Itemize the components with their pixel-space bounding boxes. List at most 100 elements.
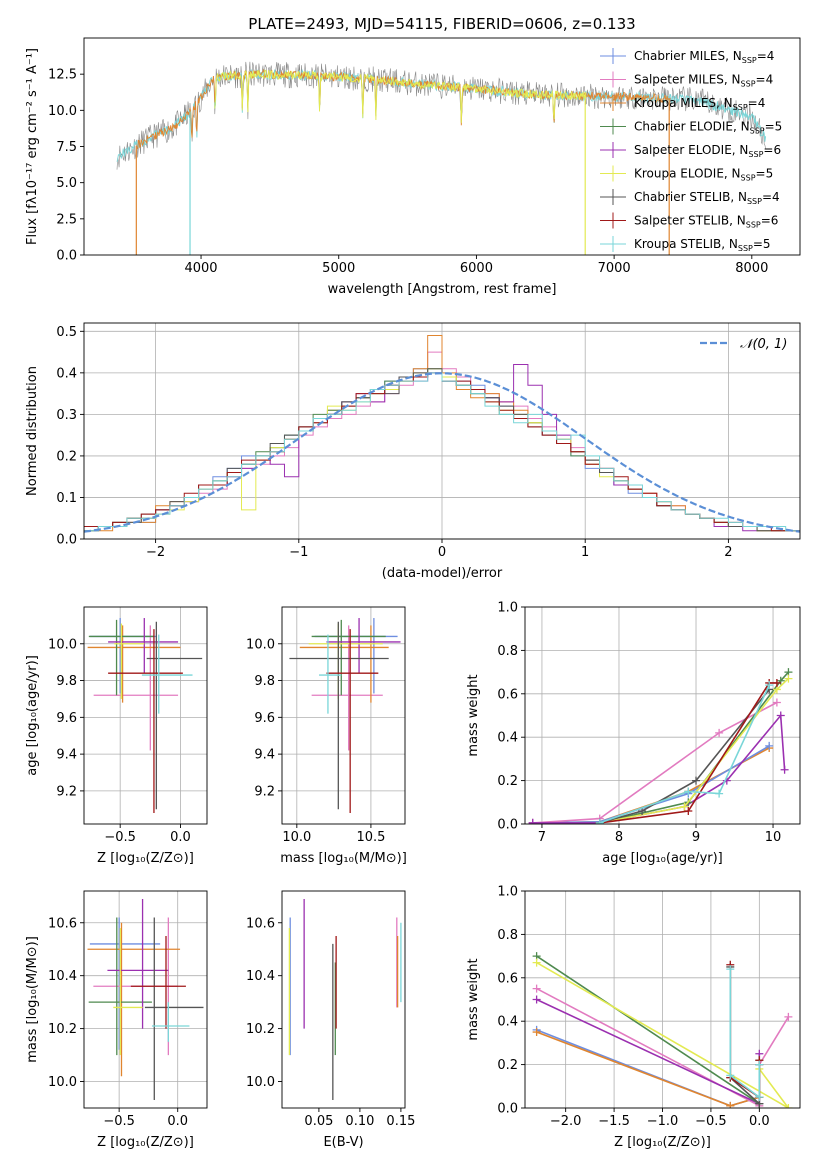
weight_vs_Z-point-marker [726, 1101, 735, 1108]
weight_vs_Z-point-marker [755, 1060, 764, 1069]
weight_vs_Z-ytick-label: 0.8 [497, 928, 518, 943]
spectrum-legend-label: Salpeter MILES, NSSP=4 [634, 73, 773, 89]
age_vs_Z-ytick-label: 9.2 [56, 784, 77, 799]
mass_vs_EBV-ytick-label: 10.0 [246, 1075, 275, 1090]
age_vs_Z-ylabel: age [log₁₀(age/yr)] [25, 655, 40, 776]
histogram-ytick-label: 0.1 [56, 491, 77, 506]
legend-tspan-tail: =5 [753, 237, 771, 251]
weight_vs_Z-ytick-label: 1.0 [497, 885, 518, 900]
weight_vs_age-point-marker [765, 741, 774, 750]
weight_vs_Z-ytick-label: 0.4 [497, 1015, 518, 1030]
weight_vs_age-xtick-label: 7 [538, 830, 546, 845]
histogram-ytick-label: 0.0 [56, 533, 77, 548]
weight_vs_Z-xtick-label: −1.5 [598, 1114, 630, 1129]
spectrum-legend-label: Chabrier ELODIE, NSSP=5 [634, 120, 782, 136]
legend-tspan-sub: SSP [741, 174, 756, 183]
weight_vs_age-point-marker [772, 698, 781, 707]
mass_vs_EBV-ytick-label: 10.6 [246, 916, 275, 931]
weight_vs_Z-point-marker [532, 995, 541, 1004]
spectrum-series-line [116, 68, 767, 162]
age_vs_Z-ytick-label: 9.8 [56, 674, 77, 689]
spectrum-legend-label: Chabrier STELIB, NSSP=4 [634, 190, 780, 206]
spectrum-legend-label: Kroupa ELODIE, NSSP=5 [634, 167, 773, 183]
mass_vs_Z-ylabel: mass [log₁₀(M/M⊙)] [25, 936, 40, 1063]
histogram-xtick-label: −2 [146, 545, 165, 560]
spectrum-legend-label: Salpeter STELIB, NSSP=6 [634, 214, 778, 230]
legend-tspan: Salpeter MILES, N [634, 73, 741, 87]
spectrum-legend-label: Kroupa STELIB, NSSP=5 [634, 237, 771, 253]
mass_vs_EBV-plot [288, 898, 402, 1101]
age_vs_mass-frame: 10.0 10.5 9.2 9.4 9.6 9.8 10.0 mass [log₁₀(M/M⊙… [246, 606, 407, 866]
spectrum-xtick-label: 8000 [735, 261, 768, 276]
weight_vs_Z-series-line [536, 955, 761, 1106]
histogram-xtick-label: −1 [289, 545, 308, 560]
weight_vs_age-series-line [532, 713, 786, 824]
weight_vs_age-point-marker [528, 818, 537, 824]
histogram-ytick-label: 0.2 [56, 449, 77, 464]
legend-tspan-tail: =4 [756, 73, 774, 87]
legend-tspan-tail: =4 [762, 190, 780, 204]
weight_vs_Z-series-line [536, 1029, 760, 1107]
weight_vs_Z-point-marker [532, 1028, 541, 1037]
age_vs_mass-plot [289, 618, 401, 813]
spectrum-legend-label: Kroupa MILES, NSSP=4 [634, 96, 765, 112]
histogram-xlabel: (data-model)/error [382, 566, 503, 581]
age_vs_Z-border [83, 606, 208, 825]
mass_vs_EBV-xtick-label: 0.10 [345, 1114, 374, 1129]
spectrum-xtick-label: 7000 [598, 261, 631, 276]
age_vs_mass-ytick-label: 9.2 [254, 784, 275, 799]
mass_vs_Z-axes [84, 891, 207, 1108]
spectrum-ytick-label: 10.0 [48, 104, 77, 119]
spectrum-ytick-label: 7.5 [56, 140, 77, 155]
spectrum-series-line [214, 69, 587, 123]
weight_vs_Z-point-marker [726, 965, 735, 974]
weight_vs_age-ytick-label: 0.0 [497, 818, 518, 833]
age_vs_Z-ytick-label: 9.6 [56, 711, 77, 726]
weight_vs_Z-series-line [536, 998, 761, 1105]
legend-tspan-sub: SSP [746, 221, 761, 230]
mass_vs_Z-xtick-label: −0.5 [103, 1114, 135, 1129]
histogram-legend: 𝒩(0, 1) [700, 337, 787, 352]
weight_vs_Z-xtick-label: −0.5 [695, 1114, 727, 1129]
legend-tspan-tail: =6 [763, 143, 781, 157]
legend-tspan-tail: =5 [765, 120, 783, 134]
weight_vs_Z-point-marker [784, 1104, 793, 1108]
spectrum-xlabel: wavelength [Angstrom, rest frame] [328, 282, 557, 297]
weight_vs_age-ytick-label: 0.4 [497, 731, 518, 746]
histogram-ytick-label: 0.3 [56, 408, 77, 423]
weight_vs_age-series-line [599, 671, 789, 824]
mass_vs_EBV-frame: 0.05 0.10 0.15 10.0 10.2 10.4 10.6 E(B-V) [246, 890, 415, 1150]
age_vs_Z-xlabel: Z [log₁₀(Z/Z⊙)] [97, 851, 194, 866]
weight_vs_Z-point-marker [532, 984, 541, 993]
weight_vs_Z-frame: −2.0 −1.5 −1.0 −0.5 0.0 0.0 0.2 0.4 0.6 0.8 1.0 Z [… [466, 885, 801, 1150]
legend-tspan: Kroupa MILES, N [634, 96, 733, 110]
histogram-ytick-label: 0.4 [56, 366, 77, 381]
weight_vs_age-border [524, 606, 801, 825]
histogram-plot [84, 334, 800, 539]
spectrum-ytick-label: 2.5 [56, 212, 77, 227]
weight_vs_age-point-marker [780, 765, 789, 774]
weight_vs_age-axes [525, 606, 800, 825]
histogram-xtick-label: 1 [581, 545, 589, 560]
legend-tspan-sub: SSP [741, 80, 756, 89]
spectrum-frame: 4000 5000 6000 7000 8000 0.0 2.5 5.0 7.5 10.0 12.5… [25, 15, 801, 297]
spectrum-title: PLATE=2493, MJD=54115, FIBERID=0606, z=0… [248, 15, 635, 33]
histogram-gaussian-curve [84, 372, 800, 533]
spectrum-ytick-label: 5.0 [56, 176, 77, 191]
age_vs_mass-xlabel: mass [log₁₀(M/M⊙)] [280, 851, 407, 866]
spectrum-xtick-label: 4000 [184, 261, 217, 276]
weight_vs_Z-plot [532, 952, 793, 1108]
weight_vs_Z-ytick-label: 0.6 [497, 971, 518, 986]
weight_vs_age-frame: 7 8 9 10 0.0 0.2 0.4 0.6 0.8 1.0 age [log₁₀(age/yr… [466, 601, 801, 866]
age_vs_Z-axes [84, 607, 207, 824]
weight_vs_Z-xlabel: Z [log₁₀(Z/Z⊙)] [614, 1135, 711, 1150]
weight_vs_age-plot [528, 668, 793, 824]
spectrum-xtick-label: 6000 [460, 261, 493, 276]
weight_vs_Z-xtick-label: 0.0 [749, 1114, 770, 1129]
histogram-step-series [84, 372, 800, 539]
mass_vs_EBV-border [281, 890, 406, 1109]
age_vs_mass-axes [282, 607, 405, 824]
histogram-ylabel: Normed distribution [25, 366, 40, 496]
spectrum-xtick-label: 5000 [322, 261, 355, 276]
weight_vs_age-ytick-label: 0.8 [497, 644, 518, 659]
